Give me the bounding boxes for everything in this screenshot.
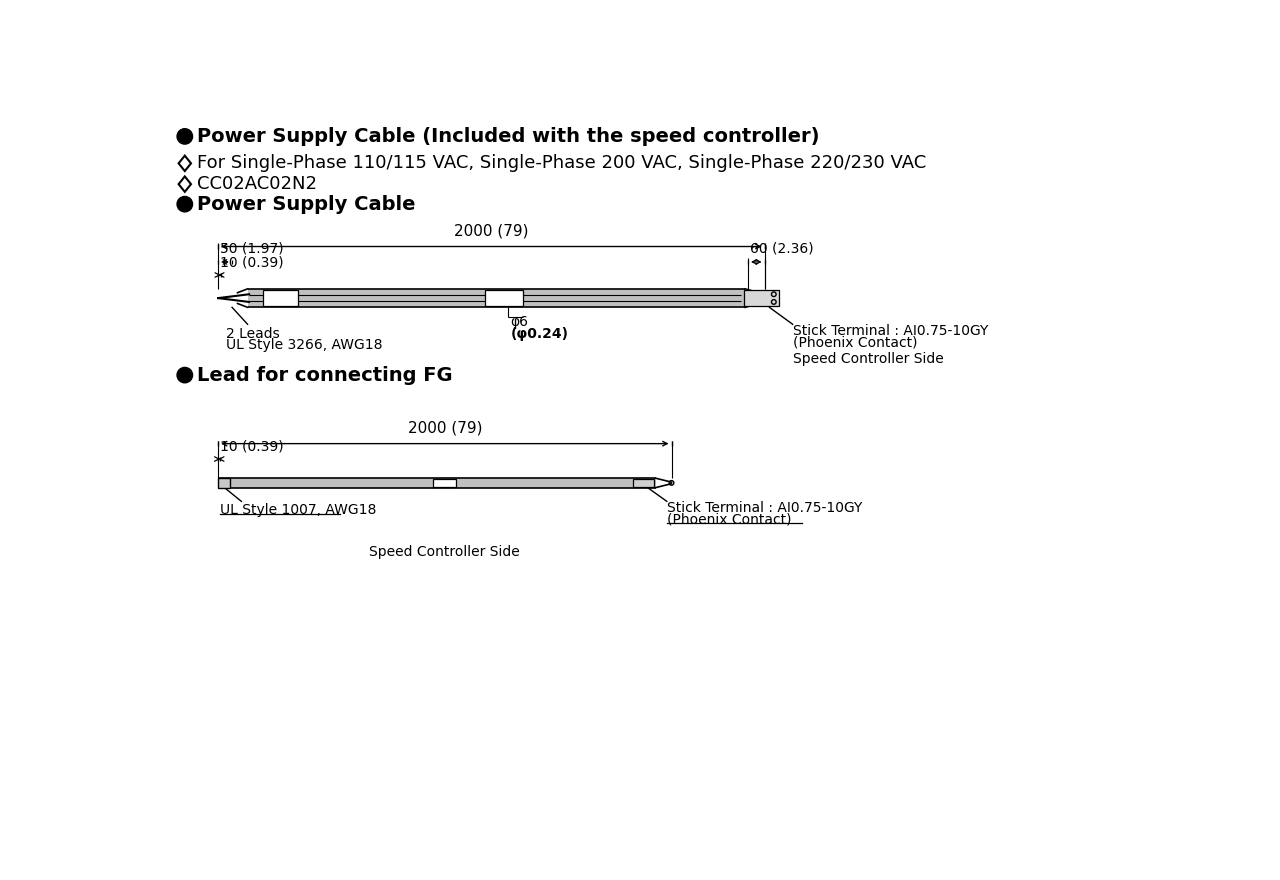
Circle shape [177,367,192,383]
Circle shape [177,196,192,212]
Bar [433,479,457,487]
Bar [744,290,780,306]
Text: 2 Leads: 2 Leads [225,327,279,341]
Bar [632,479,654,487]
Bar [247,289,745,307]
Text: 10 (0.39): 10 (0.39) [220,255,283,269]
Text: (φ0.24): (φ0.24) [511,327,568,341]
Text: 10 (0.39): 10 (0.39) [220,440,283,454]
Text: 2000 (79): 2000 (79) [407,421,483,436]
Text: Power Supply Cable: Power Supply Cable [197,194,416,214]
Text: 60 (2.36): 60 (2.36) [750,242,814,256]
Text: CC02AC02N2: CC02AC02N2 [197,175,317,193]
Text: For Single-Phase 110/115 VAC, Single-Phase 200 VAC, Single-Phase 220/230 VAC: For Single-Phase 110/115 VAC, Single-Pha… [197,154,927,172]
Text: 2000 (79): 2000 (79) [454,224,529,238]
Bar [218,478,229,488]
Text: Stick Terminal : AI0.75-10GY: Stick Terminal : AI0.75-10GY [792,325,988,338]
Bar [229,478,657,488]
Text: Speed Controller Side: Speed Controller Side [370,546,520,560]
Text: (Phoenix Contact): (Phoenix Contact) [667,512,791,526]
Text: Speed Controller Side: Speed Controller Side [792,352,943,366]
Circle shape [177,128,192,144]
Bar [485,290,524,306]
Text: Lead for connecting FG: Lead for connecting FG [197,365,453,385]
Text: UL Style 3266, AWG18: UL Style 3266, AWG18 [225,338,383,352]
Bar [264,290,298,306]
Text: (Phoenix Contact): (Phoenix Contact) [792,335,918,349]
Text: Stick Terminal : AI0.75-10GY: Stick Terminal : AI0.75-10GY [667,502,863,516]
Text: Power Supply Cable (Included with the speed controller): Power Supply Cable (Included with the sp… [197,127,819,146]
Text: 50 (1.97): 50 (1.97) [220,242,283,256]
Text: UL Style 1007, AWG18: UL Style 1007, AWG18 [220,502,376,517]
Text: φ6: φ6 [511,315,529,329]
